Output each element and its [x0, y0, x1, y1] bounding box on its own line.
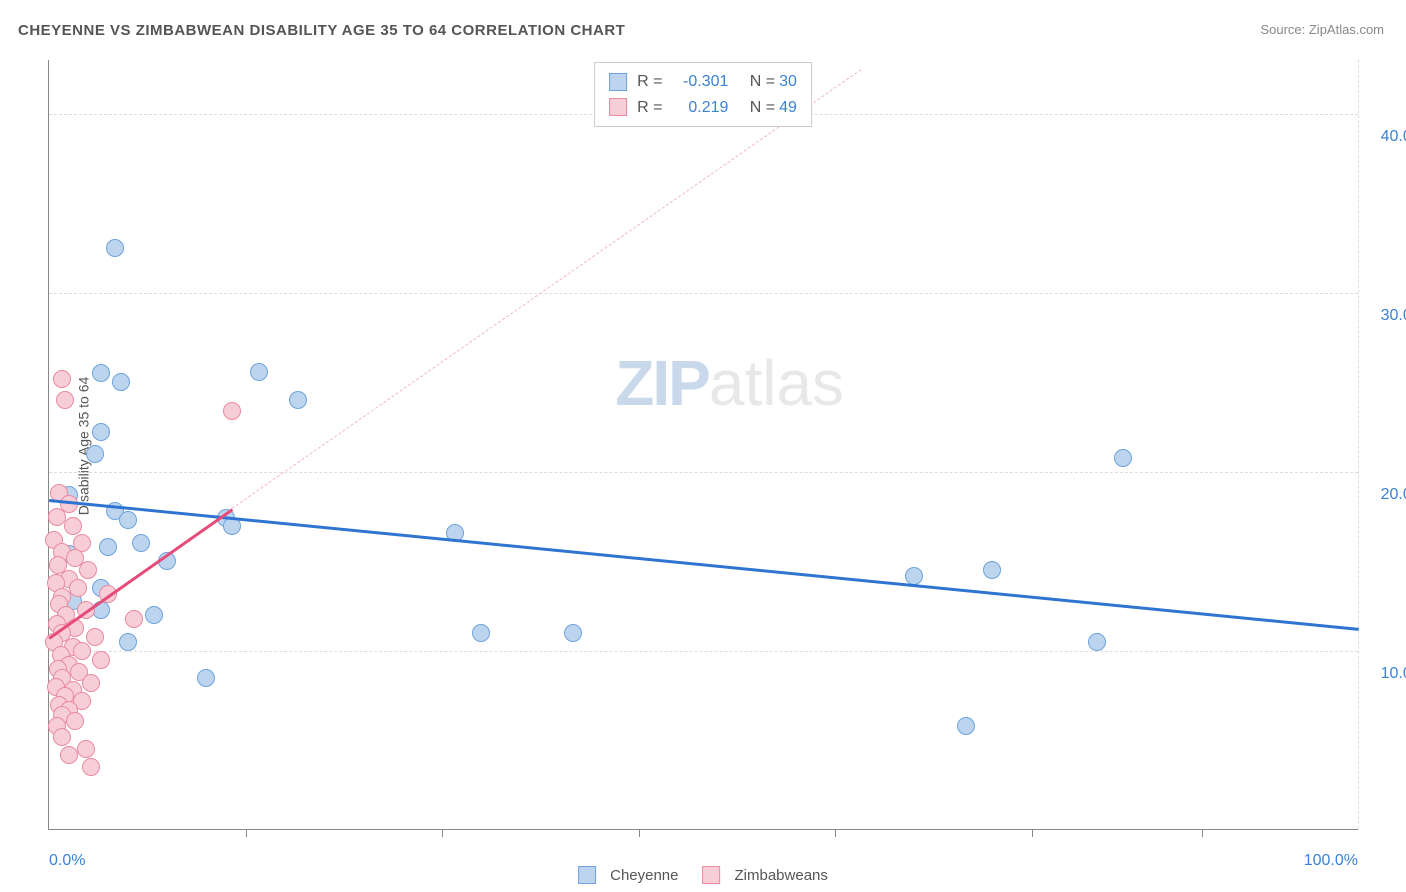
gridline-vertical — [1358, 60, 1359, 829]
legend-correlation-row: R = -0.301 N = 30 — [609, 69, 797, 95]
legend-correlation-row: R = 0.219 N = 49 — [609, 95, 797, 121]
data-point — [82, 758, 100, 776]
data-point — [92, 364, 110, 382]
data-point — [53, 370, 71, 388]
legend-series-item: Cheyenne — [578, 866, 678, 884]
legend-swatch — [578, 866, 596, 884]
data-point — [1114, 449, 1132, 467]
data-point — [250, 363, 268, 381]
x-tick-mark — [835, 829, 836, 837]
gridline-horizontal — [49, 472, 1358, 473]
x-tick-mark — [1032, 829, 1033, 837]
gridline-horizontal — [49, 293, 1358, 294]
data-point — [223, 402, 241, 420]
legend-swatch — [609, 98, 627, 116]
legend-n-label: N = — [750, 95, 775, 121]
legend-n-value: 49 — [779, 95, 797, 121]
data-point — [145, 606, 163, 624]
data-point — [92, 651, 110, 669]
y-tick-label: 40.0% — [1381, 128, 1406, 146]
gridline-horizontal — [49, 651, 1358, 652]
data-point — [79, 561, 97, 579]
y-tick-label: 10.0% — [1381, 665, 1406, 683]
chart-container: CHEYENNE VS ZIMBABWEAN DISABILITY AGE 35… — [0, 0, 1406, 892]
data-point — [56, 391, 74, 409]
legend-series-label: Zimbabweans — [735, 867, 828, 884]
trend-line — [232, 69, 861, 509]
data-point — [119, 633, 137, 651]
data-point — [983, 561, 1001, 579]
data-point — [73, 642, 91, 660]
data-point — [112, 373, 130, 391]
x-tick-label: 0.0% — [49, 852, 85, 870]
x-tick-mark — [639, 829, 640, 837]
data-point — [64, 517, 82, 535]
data-point — [905, 567, 923, 585]
legend-r-value: 0.219 — [666, 95, 728, 121]
data-point — [60, 746, 78, 764]
data-point — [197, 669, 215, 687]
data-point — [564, 624, 582, 642]
data-point — [472, 624, 490, 642]
watermark: ZIPatlas — [615, 346, 844, 420]
data-point — [77, 740, 95, 758]
legend-series: Cheyenne Zimbabweans — [578, 866, 828, 884]
legend-swatch — [609, 73, 627, 91]
x-tick-label: 100.0% — [1304, 852, 1358, 870]
data-point — [125, 610, 143, 628]
source-label: Source: ZipAtlas.com — [1260, 22, 1384, 37]
data-point — [106, 239, 124, 257]
legend-r-value: -0.301 — [666, 69, 728, 95]
data-point — [66, 712, 84, 730]
data-point — [1088, 633, 1106, 651]
legend-n-label: N = — [750, 69, 775, 95]
trend-line — [49, 499, 1359, 631]
data-point — [119, 511, 137, 529]
data-point — [132, 534, 150, 552]
legend-series-label: Cheyenne — [610, 867, 678, 884]
y-tick-label: 20.0% — [1381, 486, 1406, 504]
y-tick-label: 30.0% — [1381, 307, 1406, 325]
data-point — [99, 538, 117, 556]
legend-swatch — [703, 866, 721, 884]
watermark-atlas: atlas — [709, 347, 844, 419]
watermark-zip: ZIP — [615, 347, 709, 419]
data-point — [86, 445, 104, 463]
data-point — [69, 579, 87, 597]
data-point — [82, 674, 100, 692]
data-point — [86, 628, 104, 646]
legend-series-item: Zimbabweans — [703, 866, 828, 884]
x-tick-mark — [1202, 829, 1203, 837]
data-point — [53, 728, 71, 746]
chart-title: CHEYENNE VS ZIMBABWEAN DISABILITY AGE 35… — [18, 22, 625, 39]
x-tick-mark — [246, 829, 247, 837]
legend-r-label: R = — [637, 95, 662, 121]
data-point — [957, 717, 975, 735]
legend-n-value: 30 — [779, 69, 797, 95]
plot-area: ZIPatlas 10.0%20.0%30.0%40.0%0.0%100.0% — [48, 60, 1358, 830]
legend-correlation: R = -0.301 N = 30R = 0.219 N = 49 — [594, 62, 812, 127]
x-tick-mark — [442, 829, 443, 837]
legend-r-label: R = — [637, 69, 662, 95]
data-point — [289, 391, 307, 409]
data-point — [92, 423, 110, 441]
